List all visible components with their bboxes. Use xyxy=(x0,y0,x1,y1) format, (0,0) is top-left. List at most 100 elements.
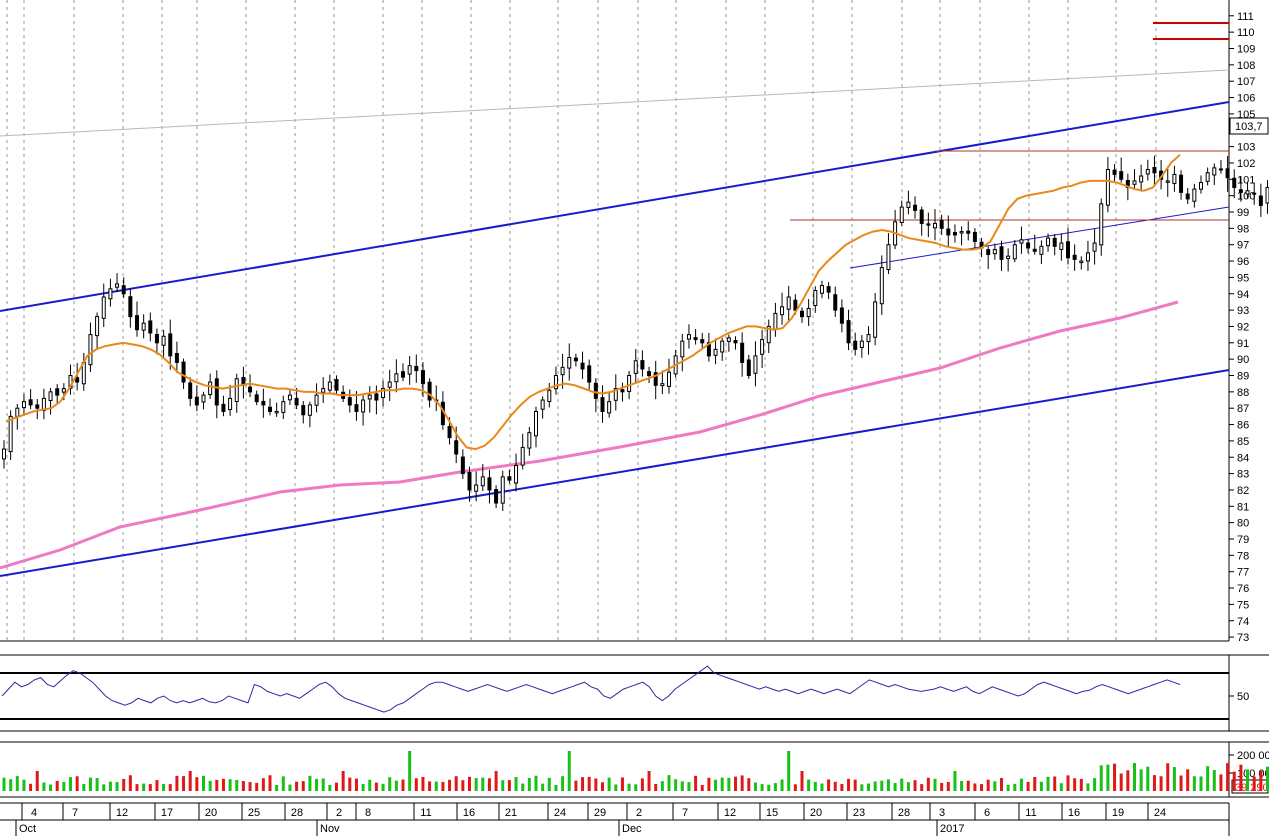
volume-bar xyxy=(301,781,305,791)
candle xyxy=(753,341,758,387)
volume-bar xyxy=(1179,775,1183,791)
price-tick-label: 76 xyxy=(1237,583,1249,595)
oscillator-line xyxy=(1,665,1181,713)
candle xyxy=(341,385,346,402)
candle xyxy=(1019,226,1024,254)
candle xyxy=(1205,167,1210,186)
price-tick-label: 101 xyxy=(1237,174,1255,186)
candle xyxy=(228,384,233,416)
volume-bar xyxy=(740,775,744,791)
volume-bar xyxy=(800,771,804,791)
volume-panel: 200 000 100 000 39 290 xyxy=(0,741,1269,798)
volume-bar xyxy=(1192,776,1196,791)
volume-bar xyxy=(946,781,950,791)
volume-bar xyxy=(727,777,731,791)
price-tick-label: 88 xyxy=(1237,387,1249,399)
candle xyxy=(1066,227,1070,265)
volume-bar xyxy=(1106,764,1110,791)
volume-bar xyxy=(368,779,372,791)
price-tick-label: 85 xyxy=(1237,436,1249,448)
volume-bar xyxy=(49,784,53,791)
candle xyxy=(248,374,253,398)
candle xyxy=(740,332,745,377)
volume-bar xyxy=(647,771,651,791)
candle xyxy=(853,332,858,356)
day-label: 16 xyxy=(463,807,475,819)
volume-bar xyxy=(527,777,531,791)
volume-bar xyxy=(408,751,412,791)
price-tick-label: 73 xyxy=(1237,632,1249,644)
candle xyxy=(886,233,891,274)
volume-bar xyxy=(35,771,39,791)
volume-bar xyxy=(827,779,831,791)
volume-bar xyxy=(235,779,239,791)
price-tick-label: 93 xyxy=(1237,305,1249,317)
volume-bar xyxy=(414,778,418,791)
candle xyxy=(746,354,751,379)
candle xyxy=(846,309,851,351)
volume-bar xyxy=(268,775,272,791)
volume-bar xyxy=(1053,776,1057,791)
volume-bar xyxy=(1133,763,1136,791)
volume-bar xyxy=(388,777,392,791)
volume-bar xyxy=(168,784,172,791)
candle xyxy=(633,349,638,383)
volume-bar xyxy=(221,778,225,791)
candle xyxy=(534,406,538,448)
candle xyxy=(600,385,605,423)
month-label: Dec xyxy=(622,823,642,835)
volume-bar xyxy=(1172,767,1176,791)
volume-bar xyxy=(561,776,565,791)
volume-bar xyxy=(494,771,498,791)
candle xyxy=(1052,233,1057,256)
price-tick-label: 110 xyxy=(1237,27,1255,39)
price-tick-label: 77 xyxy=(1237,567,1249,579)
volume-bar xyxy=(441,781,445,791)
candle xyxy=(540,396,545,419)
volume-bar xyxy=(574,780,578,791)
volume-bar xyxy=(182,776,186,791)
volume-bar xyxy=(421,776,425,791)
volume-bar xyxy=(82,783,86,791)
volume-bar xyxy=(913,780,917,791)
day-label: 8 xyxy=(365,807,371,819)
candlesticks xyxy=(2,155,1269,512)
candle xyxy=(906,190,911,215)
day-label: 16 xyxy=(1068,807,1080,819)
candle xyxy=(474,471,479,502)
candle xyxy=(1165,168,1170,197)
price-tick-label: 92 xyxy=(1237,321,1249,333)
volume-bar xyxy=(627,783,631,791)
volume-bar xyxy=(601,782,604,791)
candle xyxy=(141,314,146,339)
candle xyxy=(1199,175,1203,194)
candle xyxy=(560,353,565,389)
candle xyxy=(1072,244,1077,271)
volume-bar xyxy=(581,777,585,791)
volume-bar xyxy=(9,779,13,791)
candle xyxy=(95,312,100,350)
volume-bar xyxy=(1259,770,1263,791)
candle xyxy=(879,255,884,315)
volume-bar xyxy=(155,780,159,791)
candle xyxy=(281,395,286,420)
volume-bar xyxy=(933,778,937,791)
volume-bar xyxy=(374,782,378,791)
day-label: 2 xyxy=(336,807,342,819)
candle xyxy=(913,196,918,219)
volume-bar xyxy=(448,779,452,791)
volume-bar xyxy=(148,784,152,791)
volume-bar xyxy=(288,784,292,791)
day-label: 20 xyxy=(205,807,217,819)
candle xyxy=(161,329,166,358)
price-tick-label: 96 xyxy=(1237,256,1249,268)
volume-bar xyxy=(335,782,338,791)
candle xyxy=(660,370,665,394)
volume-bar xyxy=(886,779,890,791)
volume-bar xyxy=(541,783,545,791)
volume-bar xyxy=(348,777,352,791)
candle xyxy=(434,385,439,412)
candle xyxy=(1185,187,1190,205)
volume-bar xyxy=(986,779,990,791)
volume-bar xyxy=(1073,778,1077,791)
